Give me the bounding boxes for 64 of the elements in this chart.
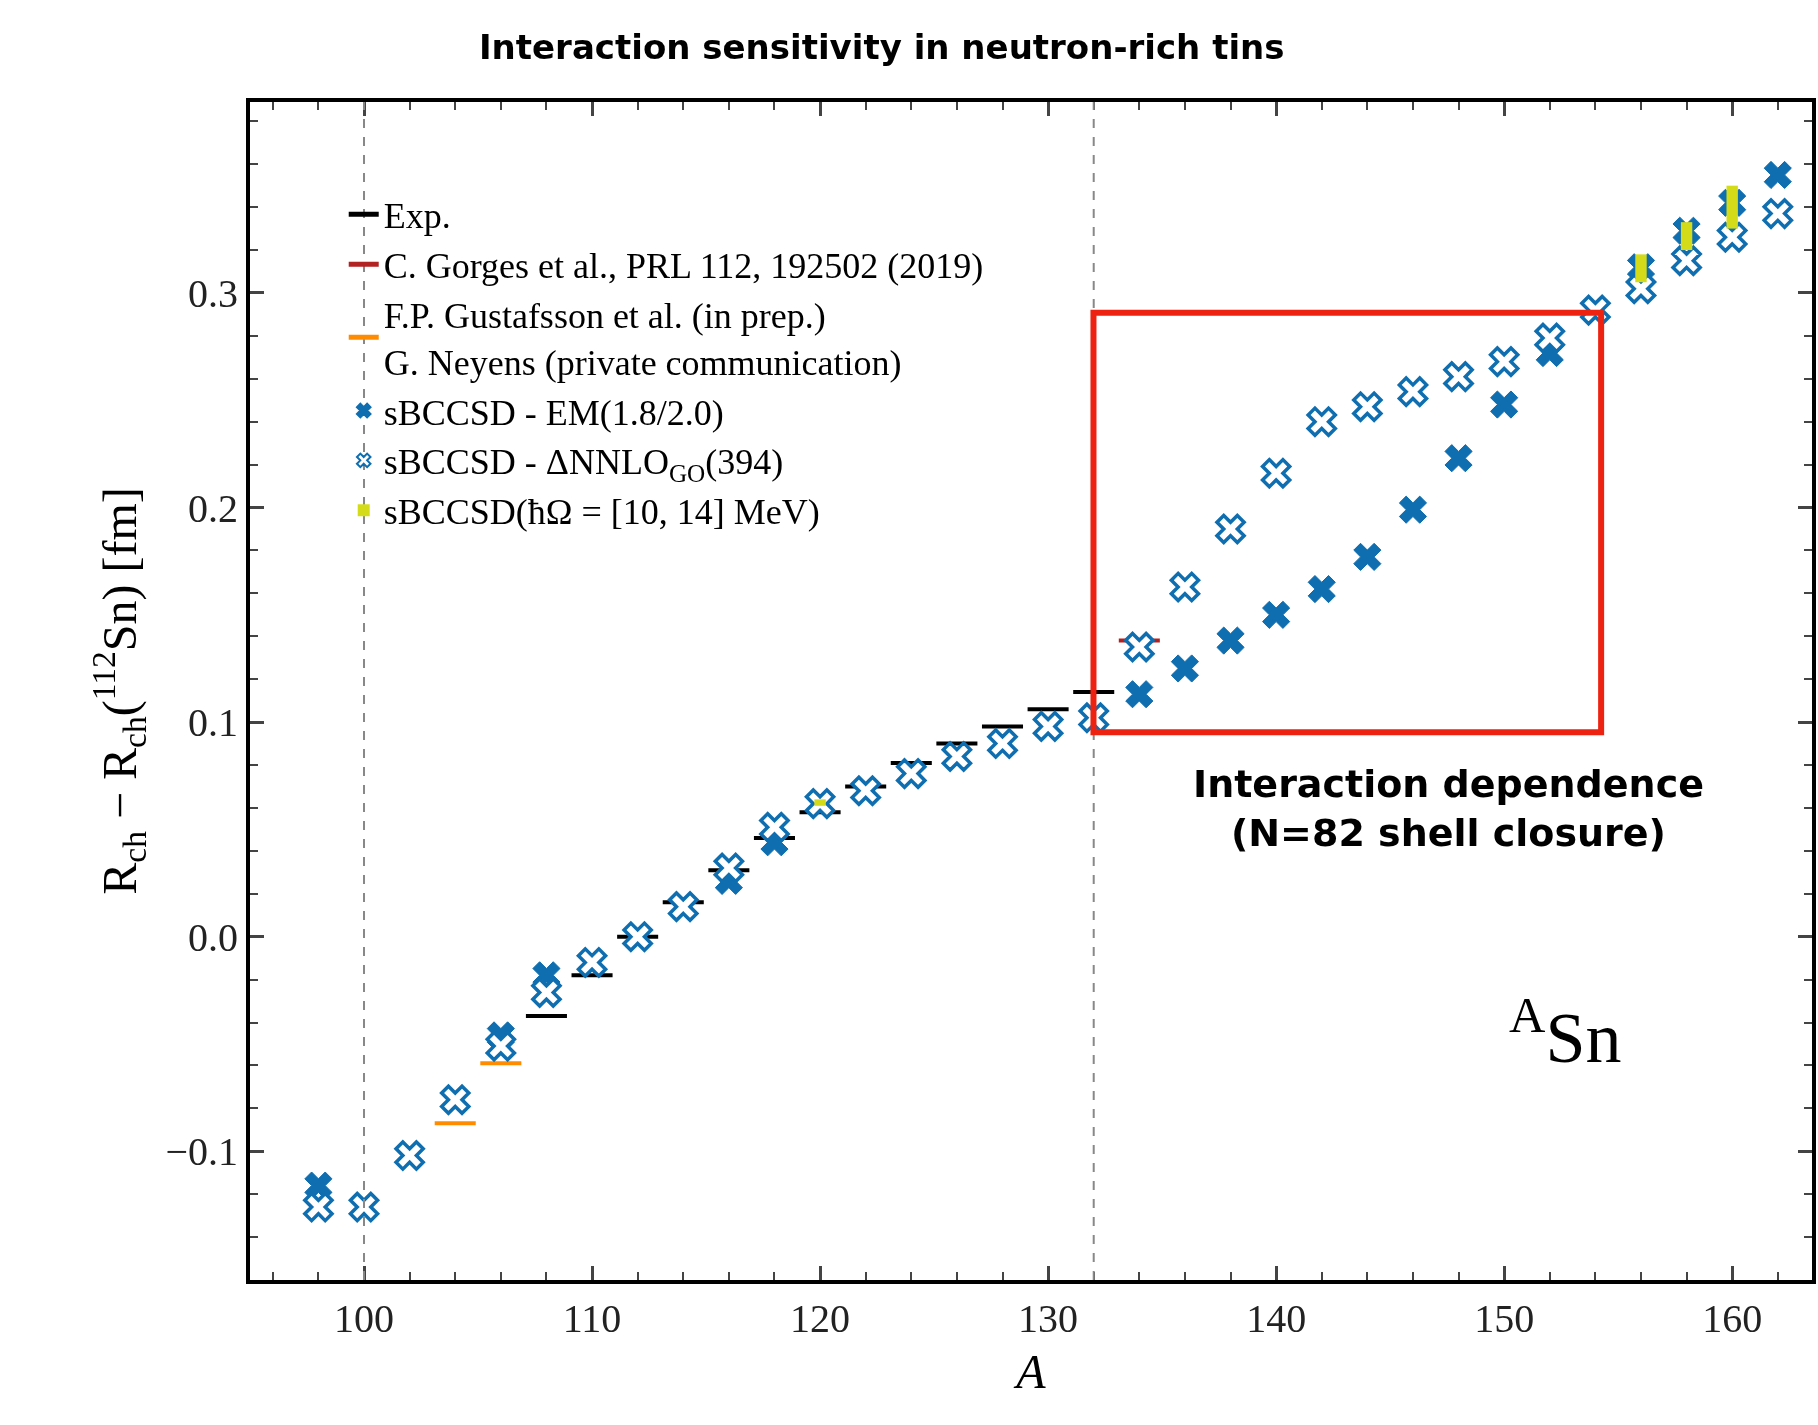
point — [348, 1191, 380, 1223]
bar — [1680, 222, 1693, 251]
point — [1625, 273, 1657, 305]
x-tick-label: 160 — [1702, 1296, 1763, 1341]
bar — [1726, 185, 1738, 229]
point — [1671, 245, 1702, 277]
annotation: Interaction dependence (N=82 shell closure) — [1193, 762, 1704, 856]
point — [1215, 513, 1246, 545]
legend-label: Exp. — [383, 196, 451, 237]
bar — [814, 799, 826, 806]
point — [759, 811, 790, 843]
point — [1353, 542, 1382, 571]
point — [1125, 680, 1154, 709]
point — [1262, 600, 1291, 629]
legend-label: sBCCSD(ħΩ = [10, 14] MeV) — [383, 492, 820, 533]
annotation: $^{A}$Sn — [1509, 987, 1622, 1079]
point — [1444, 444, 1473, 473]
y-tick-label: −0.1 — [165, 1129, 238, 1175]
bar — [1635, 254, 1647, 283]
point — [850, 775, 882, 807]
point — [439, 1084, 471, 1116]
point — [1169, 571, 1201, 603]
point — [1534, 322, 1566, 354]
point — [1443, 361, 1474, 392]
legend-label: C. Gorges et al., PRL 112, 192502 (2019) — [383, 246, 984, 287]
point — [1397, 376, 1429, 407]
point — [1307, 575, 1336, 604]
point — [987, 728, 1018, 759]
x-tick-label: 130 — [1018, 1296, 1079, 1341]
point — [1170, 654, 1199, 683]
y-tick-label: 0.2 — [188, 485, 238, 531]
legend-label: F.P. Gustafsson et al. (in prep.) G. Neyens (private communication) — [383, 296, 902, 383]
point — [667, 891, 699, 922]
x-tick-label: 110 — [562, 1296, 622, 1341]
x-tick-label: 100 — [334, 1296, 395, 1341]
point — [713, 852, 745, 884]
point — [485, 1030, 517, 1062]
y-tick-label: 0.1 — [188, 700, 238, 746]
legend-label: sBCCSD - ΔNNLO$_{GO}$(394) — [383, 442, 784, 487]
point — [1216, 626, 1245, 655]
point — [1306, 406, 1338, 438]
point — [1032, 711, 1064, 742]
x-tick-label: 140 — [1246, 1296, 1307, 1341]
y-tick-label: 0.0 — [188, 914, 238, 960]
point — [895, 758, 927, 789]
point — [1398, 495, 1428, 524]
point — [1762, 198, 1794, 229]
point — [622, 921, 653, 953]
point — [394, 1140, 425, 1171]
point — [1490, 390, 1519, 419]
point — [941, 741, 973, 772]
point — [1260, 457, 1292, 489]
chart-title: Interaction sensitivity in neutron-rich tins — [478, 27, 1285, 68]
x-tick-label: 150 — [1474, 1296, 1535, 1341]
point — [1763, 160, 1792, 190]
point — [576, 947, 608, 978]
y-tick-label: 0.3 — [188, 270, 238, 316]
point — [1352, 391, 1383, 423]
point — [1488, 346, 1520, 377]
point — [1716, 221, 1748, 253]
point — [1123, 631, 1155, 663]
x-tick-label: 120 — [790, 1296, 851, 1341]
legend-label: sBCCSD - EM(1.8/2.0) — [383, 392, 724, 433]
x-axis-title: A — [1013, 1344, 1047, 1398]
